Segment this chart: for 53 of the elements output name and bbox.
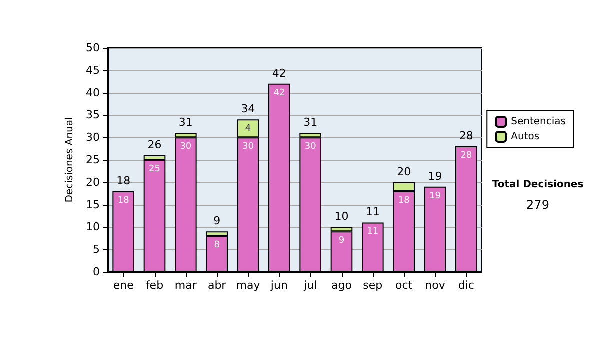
- x-tick-label: may: [236, 279, 261, 292]
- data-label: 30: [180, 142, 192, 152]
- y-tick-label: 0: [93, 266, 100, 278]
- legend-label: Sentencias: [511, 116, 566, 128]
- y-tick-label: 20: [86, 176, 100, 189]
- data-label: 4: [245, 124, 252, 134]
- x-tick-label: sep: [363, 279, 383, 292]
- x-tick-label: feb: [146, 279, 164, 292]
- data-label: 25: [149, 164, 160, 174]
- total-label: 9: [214, 214, 221, 228]
- x-tick-label: dic: [458, 279, 474, 292]
- total-label: 11: [366, 206, 380, 219]
- data-label: 30: [304, 142, 317, 152]
- data-label: 8: [214, 240, 220, 251]
- y-tick-label: 25: [86, 154, 100, 166]
- data-label: 30: [242, 142, 254, 152]
- y-tick-label: 10: [86, 220, 100, 234]
- y-tick-label: 50: [86, 42, 100, 54]
- total-label: 20: [397, 165, 412, 178]
- y-tick-label: 5: [93, 243, 100, 256]
- data-label: 42: [274, 88, 286, 98]
- data-label: 28: [460, 151, 472, 162]
- x-tick-label: nov: [425, 279, 446, 292]
- x-tick-label: jul: [303, 279, 318, 292]
- y-axis-title: Decisiones Anual: [64, 117, 76, 203]
- data-label: 19: [430, 191, 442, 202]
- x-tick-label: oct: [396, 279, 414, 292]
- x-tick-label: ago: [332, 279, 352, 292]
- y-tick-label: 40: [86, 86, 100, 100]
- total-label: 10: [334, 210, 349, 224]
- legend-label: Autos: [511, 132, 540, 142]
- total-label: 34: [241, 102, 256, 116]
- data-label: 18: [398, 196, 410, 206]
- y-tick-label: 15: [86, 198, 100, 212]
- y-tick-label: 30: [86, 131, 100, 144]
- total-label: 19: [428, 170, 442, 183]
- x-tick-label: jun: [270, 279, 288, 292]
- x-tick-label: ene: [113, 279, 134, 292]
- y-tick-label: 35: [86, 108, 100, 122]
- text: Total Decisiones: [492, 180, 584, 190]
- x-tick-label: abr: [208, 279, 227, 292]
- data-label: 9: [338, 236, 345, 246]
- data-label: 18: [118, 196, 130, 206]
- data-label: 11: [367, 227, 379, 238]
- y-tick-label: 45: [86, 64, 100, 77]
- text: 279: [526, 198, 550, 212]
- x-tick-label: mar: [174, 279, 198, 292]
- total-label: 42: [272, 66, 286, 80]
- total-label: 18: [116, 174, 131, 188]
- total-label: 26: [148, 138, 162, 152]
- total-label: 31: [178, 116, 193, 130]
- total-label: 28: [459, 130, 474, 143]
- total-label: 31: [304, 116, 318, 130]
